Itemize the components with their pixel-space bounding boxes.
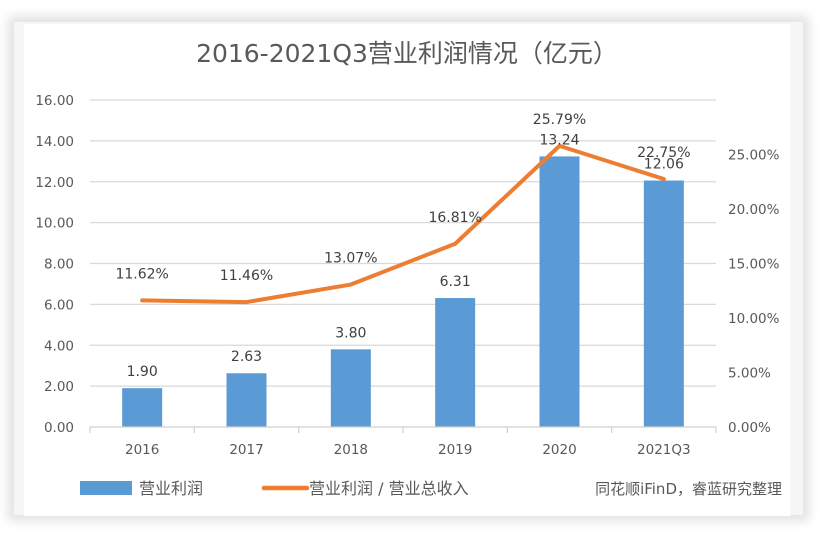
y-axis-right: 0.00% 5.00% 10.00% 15.00% 20.00% 25.00%	[728, 148, 780, 437]
bar	[226, 373, 267, 427]
bar-data-label: 3.80	[335, 325, 366, 341]
bar-data-label: 1.90	[127, 364, 158, 380]
bar	[643, 180, 684, 427]
x-tick-label: 2018	[334, 442, 368, 458]
y-right-tick-label: 10.00%	[728, 311, 780, 327]
bar	[122, 388, 163, 427]
y-left-tick-label: 12.00	[35, 175, 74, 191]
line-data-label: 11.62%	[115, 266, 168, 282]
bar-data-label: 6.31	[440, 274, 471, 290]
y-left-tick-label: 4.00	[44, 338, 74, 354]
legend: 营业利润 营业利润 / 营业总收入	[80, 479, 469, 498]
x-tick-label: 2019	[438, 442, 472, 458]
line-path	[140, 143, 666, 305]
y-right-tick-label: 20.00%	[728, 202, 780, 218]
legend-swatch-bar	[80, 481, 132, 495]
y-right-tick-label: 25.00%	[728, 148, 780, 164]
gridlines	[90, 99, 716, 387]
bar-data-label: 2.63	[231, 349, 262, 365]
bar	[435, 298, 476, 427]
bar-data-label: 12.06	[644, 157, 684, 173]
bar-series	[122, 156, 684, 427]
line-data-label: 25.79%	[533, 112, 586, 128]
combo-chart: 2016-2021Q3营业利润情况（亿元） 0.00 2.00 4.00 6.00 8.…	[35, 39, 782, 498]
x-axis: 2016 2017 2018 2019 2020 2021Q3	[89, 426, 717, 458]
source-note: 同花顺iFinD，睿蓝研究整理	[595, 480, 782, 498]
y-right-tick-label: 15.00%	[728, 257, 780, 273]
y-left-tick-label: 8.00	[44, 257, 74, 273]
x-tick-label: 2021Q3	[637, 442, 691, 458]
data-labels: 1.90 2.63 3.80 6.31 13.24 12.06 11.62% 11.46% 13…	[115, 112, 690, 380]
chart-title: 2016-2021Q3营业利润情况（亿元）	[196, 39, 618, 68]
bar	[539, 156, 580, 427]
y-left-tick-label: 0.00	[44, 420, 74, 436]
line-data-label: 11.46%	[220, 268, 273, 284]
y-left-tick-label: 6.00	[44, 297, 74, 313]
legend-label-line: 营业利润 / 营业总收入	[309, 479, 469, 498]
y-left-tick-label: 14.00	[35, 134, 74, 150]
x-tick-label: 2017	[229, 442, 263, 458]
y-left-tick-label: 2.00	[44, 379, 74, 395]
bar	[330, 349, 371, 427]
line-data-label: 13.07%	[324, 251, 377, 267]
line-series	[140, 143, 666, 305]
legend-label-bar: 营业利润	[139, 479, 203, 498]
y-axis-left: 0.00 2.00 4.00 6.00 8.00 10.00 12.00 14.00 16.00	[35, 93, 74, 436]
y-left-tick-label: 16.00	[35, 93, 74, 109]
y-right-tick-label: 5.00%	[728, 366, 771, 382]
bar-data-label: 13.24	[539, 132, 579, 148]
y-right-tick-label: 0.00%	[728, 420, 771, 436]
x-tick-label: 2016	[125, 442, 159, 458]
x-tick-label: 2020	[542, 442, 576, 458]
chart-card: 2016-2021Q3营业利润情况（亿元） 0.00 2.00 4.00 6.00 8.…	[24, 24, 790, 516]
line-data-label: 22.75%	[637, 145, 690, 161]
line-data-label: 16.81%	[428, 210, 481, 226]
y-left-tick-label: 10.00	[35, 216, 74, 232]
